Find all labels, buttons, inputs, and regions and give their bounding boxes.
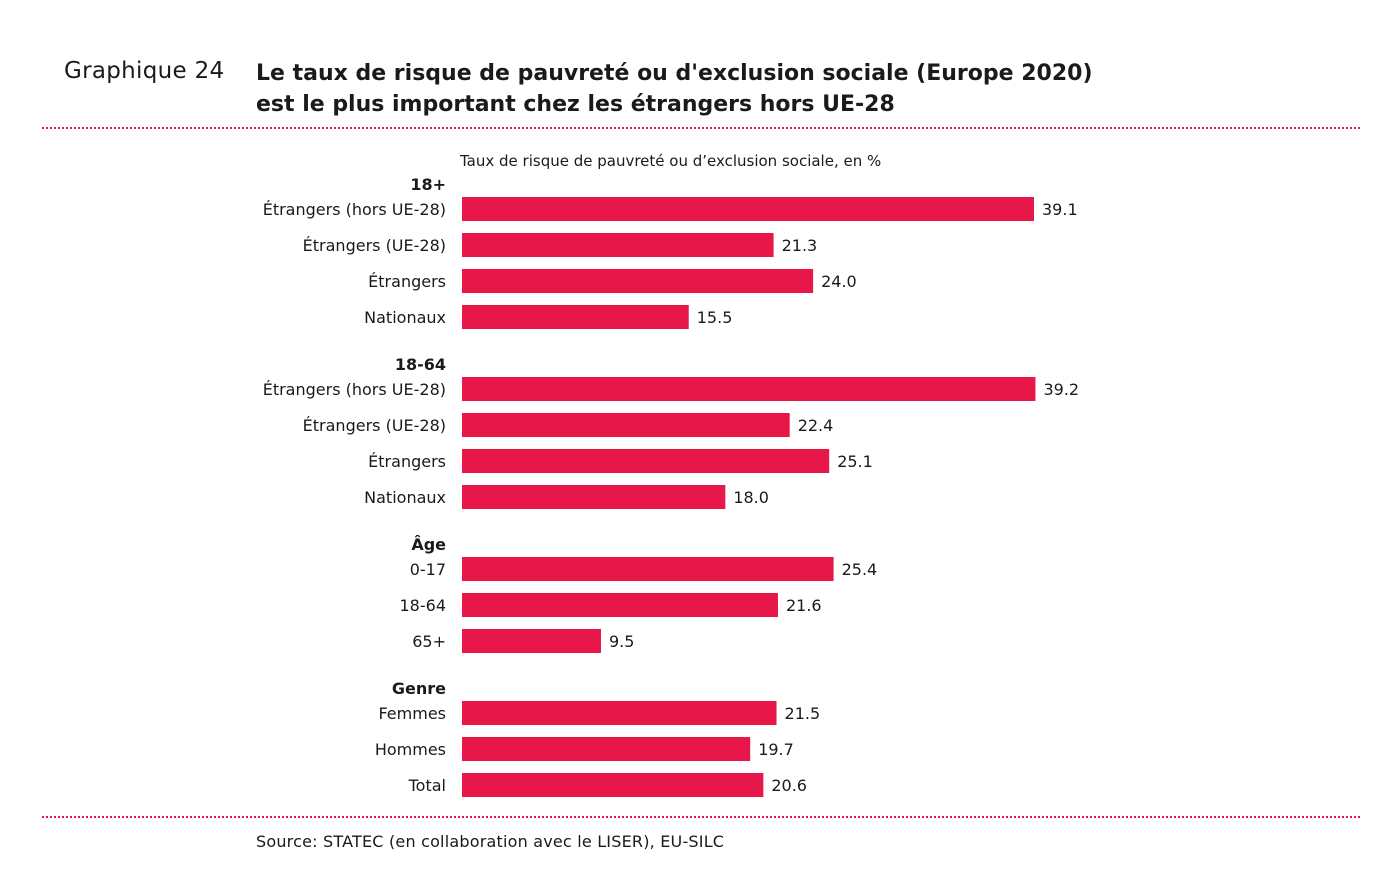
data-label: 21.3 <box>782 236 818 255</box>
data-label: 20.6 <box>771 776 807 795</box>
source-note: Source: STATEC (en collaboration avec le… <box>256 832 725 851</box>
chart-title: Le taux de risque de pauvreté ou d'exclu… <box>256 58 1093 120</box>
category-label: Nationaux <box>364 308 446 327</box>
data-label: 22.4 <box>798 416 834 435</box>
bar <box>462 413 790 437</box>
data-label: 39.2 <box>1043 380 1079 399</box>
data-label: 19.7 <box>758 740 794 759</box>
category-label: Hommes <box>375 740 446 759</box>
category-label: Étrangers (hors UE-28) <box>263 380 446 399</box>
bar <box>462 485 726 509</box>
category-label: 0-17 <box>410 560 446 579</box>
group-heading: 18-64 <box>395 355 446 374</box>
chart-subtitle: Taux de risque de pauvreté ou d’exclusio… <box>459 152 881 170</box>
group-heading: Âge <box>411 535 446 554</box>
data-label: 25.1 <box>837 452 873 471</box>
data-label: 21.5 <box>785 704 821 723</box>
bar <box>462 305 689 329</box>
bar <box>462 269 814 293</box>
category-label: 18-64 <box>400 596 447 615</box>
bars-layer: 18+ Étrangers (hors UE-28) 39.1 Étrangers (… <box>263 175 1079 797</box>
top-separator <box>42 127 1360 129</box>
category-label: Nationaux <box>364 488 446 507</box>
category-label: Étrangers (hors UE-28) <box>263 200 446 219</box>
bar <box>462 377 1036 401</box>
group-heading: Genre <box>392 679 446 698</box>
bar <box>462 233 774 257</box>
category-label: Total <box>408 776 446 795</box>
data-label: 21.6 <box>786 596 822 615</box>
group-heading: 18+ <box>410 175 446 194</box>
category-label: 65+ <box>412 632 446 651</box>
data-label: 18.0 <box>733 488 769 507</box>
bar <box>462 449 830 473</box>
bar <box>462 629 601 653</box>
data-label: 9.5 <box>609 632 634 651</box>
bar <box>462 737 751 761</box>
bar <box>462 701 777 725</box>
bar <box>462 593 778 617</box>
bar <box>462 197 1034 221</box>
chart-number-label: Graphique 24 <box>64 58 225 84</box>
bar <box>462 773 764 797</box>
data-label: 39.1 <box>1042 200 1078 219</box>
data-label: 15.5 <box>697 308 733 327</box>
category-label: Étrangers (UE-28) <box>303 236 446 255</box>
chart-title-line-1: Le taux de risque de pauvreté ou d'exclu… <box>256 61 1093 86</box>
category-label: Étrangers (UE-28) <box>303 416 446 435</box>
data-label: 24.0 <box>821 272 857 291</box>
category-label: Étrangers <box>368 272 446 291</box>
category-label: Étrangers <box>368 452 446 471</box>
chart-title-line-2: est le plus important chez les étrangers… <box>256 92 895 117</box>
category-label: Femmes <box>378 704 446 723</box>
data-label: 25.4 <box>842 560 878 579</box>
bar <box>462 557 834 581</box>
bottom-separator <box>42 816 1360 818</box>
